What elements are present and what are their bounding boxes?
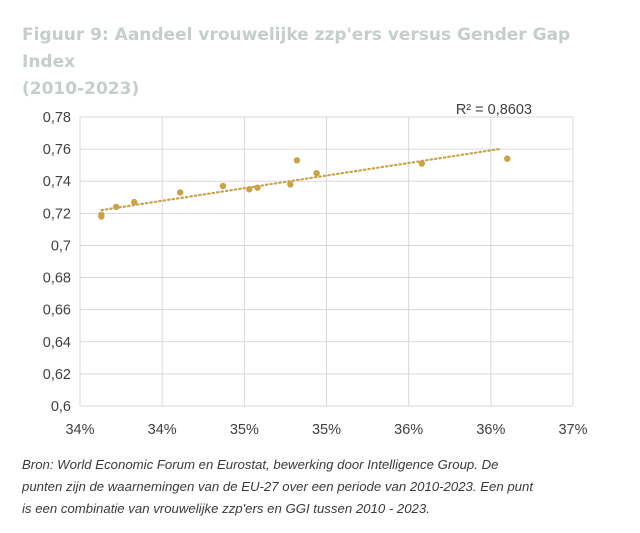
data-point	[177, 189, 184, 196]
x-tick-labels: 34% 34% 35% 35% 36% 36% 37%	[65, 422, 587, 438]
data-points	[98, 155, 511, 220]
y-tick-label: 0,7	[51, 238, 71, 254]
y-tick-label: 0,76	[43, 142, 71, 158]
data-point	[418, 160, 426, 167]
source-line-2: punten zijn de waarnemingen van de EU-27…	[22, 479, 534, 494]
data-point	[293, 157, 301, 164]
y-tick-label: 0,6	[51, 399, 71, 415]
x-tick-label: 34%	[148, 422, 177, 438]
y-tick-label: 0,74	[43, 174, 71, 190]
x-tick-label: 35%	[312, 422, 341, 438]
x-tick-label: 35%	[230, 422, 259, 438]
data-point	[254, 184, 261, 191]
source-line-1: Bron: World Economic Forum en Eurostat, …	[22, 457, 499, 472]
x-tick-label: 36%	[394, 422, 423, 438]
source-line-3: is een combinatie van vrouwelijke zzp'er…	[22, 501, 430, 516]
x-tick-label: 37%	[558, 422, 587, 438]
data-point	[219, 182, 227, 190]
y-tick-label: 0,68	[43, 271, 71, 287]
data-point	[313, 169, 320, 177]
data-point	[504, 155, 511, 162]
source-note: Bron: World Economic Forum en Eurostat, …	[22, 454, 622, 520]
data-point	[112, 203, 120, 211]
y-tick-label: 0,72	[43, 206, 71, 222]
grid-lines	[79, 116, 574, 407]
y-tick-label: 0,66	[43, 303, 71, 319]
chart-title-line-2: (2010-2023)	[22, 79, 140, 99]
x-tick-label: 34%	[65, 422, 94, 438]
y-tick-labels: 0,6 0,62 0,64 0,66 0,68 0,7 0,72 0,74 0,76 0,78	[43, 110, 71, 415]
trendline	[100, 148, 501, 212]
data-point	[131, 198, 138, 206]
data-point	[287, 181, 294, 188]
x-tick-label: 36%	[476, 422, 505, 438]
y-tick-label: 0,64	[43, 335, 71, 351]
chart-title-line-1: Figuur 9: Aandeel vrouwelijke zzp'ers ve…	[22, 25, 571, 72]
data-point	[98, 211, 105, 219]
y-tick-label: 0,62	[43, 367, 71, 383]
chart-title: Figuur 9: Aandeel vrouwelijke zzp'ers ve…	[22, 22, 622, 103]
scatter-chart: 0,6 0,62 0,64 0,66 0,68 0,7 0,72 0,74 0,76 0,78 3…	[43, 102, 588, 438]
y-tick-label: 0,78	[43, 110, 71, 126]
data-point	[246, 186, 253, 193]
r-squared-label: R² = 0,8603	[456, 102, 532, 118]
